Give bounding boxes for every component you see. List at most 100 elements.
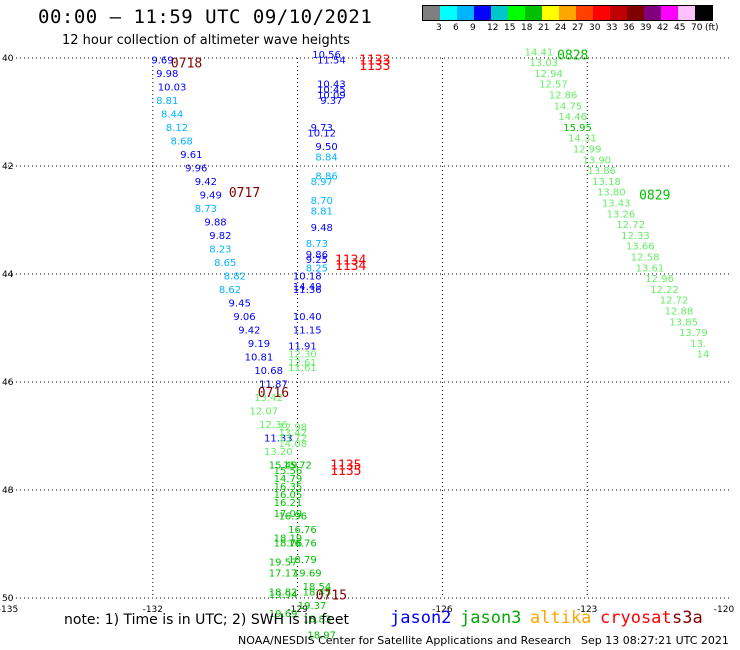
- pass-time-label: 1135: [330, 459, 361, 474]
- wave-height-label: 15.56: [274, 466, 303, 477]
- x-tick-label: -120: [714, 605, 735, 615]
- wave-height-label: 13.42: [278, 428, 307, 439]
- wave-height-label: 8.97: [311, 177, 333, 188]
- scale-swatch: [440, 6, 457, 20]
- wave-height-label: 11.61: [288, 363, 317, 374]
- wave-height-label: 13.20: [264, 447, 293, 458]
- wave-height-label: 12.86: [549, 91, 578, 102]
- wave-height-label: 15.95: [563, 123, 592, 134]
- pass-time-label: 1134: [335, 259, 366, 274]
- wave-height-label: 19.57: [269, 558, 298, 569]
- scale-label: 39: [640, 23, 652, 33]
- wave-height-label: 8.82: [224, 271, 246, 282]
- wave-height-label: 8.62: [219, 285, 241, 296]
- wave-height-label: 12.58: [631, 253, 660, 264]
- wave-height-label: 16.05: [274, 490, 303, 501]
- wave-height-label: 14.41: [525, 47, 554, 58]
- scale-swatch: [627, 6, 644, 20]
- scale-swatch: [610, 6, 627, 20]
- y-tick-label: 50: [2, 594, 14, 604]
- pass-time-label: 1133: [359, 59, 390, 74]
- wave-height-label: 12.33: [621, 231, 650, 242]
- wave-height-label: 18.97: [307, 631, 336, 642]
- wave-height-label: 12.07: [249, 406, 278, 417]
- wave-height-label: 12.30: [288, 350, 317, 361]
- wave-height-label: 15.49: [269, 460, 298, 471]
- wave-height-label: 12.94: [534, 69, 563, 80]
- pass-time-label: 0715: [316, 588, 347, 603]
- wave-height-label: 16.96: [278, 512, 307, 523]
- wave-height-label: 10.68: [254, 366, 283, 377]
- wave-height-label: 19.69: [269, 609, 298, 620]
- scale-swatch: [661, 6, 678, 20]
- wave-height-label: 14.79: [274, 474, 303, 485]
- pass-time-label: 0717: [229, 186, 260, 201]
- satellite-s3a: s3a: [672, 608, 703, 628]
- wave-height-label: 18.83: [303, 614, 332, 625]
- wave-height-label: 8.70: [311, 196, 333, 207]
- pass-time-label: 0828: [557, 48, 588, 63]
- scale-swatch: [559, 6, 576, 20]
- wave-height-label: 11.15: [293, 325, 322, 336]
- wave-height-label: 9.48: [311, 223, 333, 234]
- wave-height-label: 10.09: [317, 91, 346, 102]
- wave-height-label: 9.06: [233, 312, 255, 323]
- wave-height-label: 9.49: [200, 190, 222, 201]
- wave-height-label: 9.88: [204, 217, 226, 228]
- scale-label: 42: [657, 23, 669, 33]
- wave-height-label: 12.88: [665, 307, 694, 318]
- wave-height-label: 8.12: [166, 123, 188, 134]
- wave-height-label: 11.33: [264, 433, 293, 444]
- wave-height-label: 8.84: [315, 153, 337, 164]
- wave-height-label: 8.81: [156, 96, 178, 107]
- wave-height-label: 14.75: [554, 101, 583, 112]
- wave-height-label: 10.43: [317, 80, 346, 91]
- wave-height-label: 14.08: [278, 439, 307, 450]
- wave-height-label: 12.36: [259, 420, 288, 431]
- scale-swatch: [678, 6, 695, 20]
- wave-height-label: 9.98: [156, 69, 178, 80]
- wave-height-label: 10.18: [293, 271, 322, 282]
- wave-height-label: 18.54: [303, 582, 332, 593]
- wave-height-label: 13.66: [626, 242, 655, 253]
- wave-height-label: 13.90: [583, 155, 612, 166]
- wave-height-label: 10.12: [307, 128, 336, 139]
- scale-label: 27: [572, 23, 584, 33]
- y-tick-label: 42: [2, 162, 13, 172]
- wave-height-label: 8.65: [214, 258, 236, 269]
- scale-swatch: [457, 6, 474, 20]
- color-scale-legend: 3 6 9 12 15 18 21 24 27 30 33 36 39 42 45 70 (ft): [422, 5, 719, 35]
- scale-label: 36: [623, 23, 635, 33]
- scale-swatch: [423, 6, 440, 20]
- wave-height-label: 13.79: [679, 328, 708, 339]
- wave-height-label: 11.36: [293, 285, 322, 296]
- satellite-cryosat: cryosat: [600, 608, 672, 628]
- wave-height-label: 10.40: [293, 312, 322, 323]
- wave-height-label: 12.96: [645, 274, 674, 285]
- wave-height-label: 10.45: [317, 85, 346, 96]
- scale-label: 24: [555, 23, 567, 33]
- wave-height-label: 18.82: [269, 587, 298, 598]
- wave-height-label: 19.69: [293, 568, 322, 579]
- wave-height-label: 12.99: [573, 145, 602, 156]
- pass-time-label: 1133: [359, 54, 390, 69]
- credit-text: NOAA/NESDIS Center for Satellite Applica…: [238, 634, 572, 647]
- satellite-jason3: jason3: [460, 608, 522, 628]
- y-tick-label: 48: [2, 486, 14, 496]
- scale-swatch: [525, 6, 542, 20]
- wave-height-label: 8.23: [209, 244, 231, 255]
- wave-height-label: 12.61: [288, 358, 317, 369]
- wave-height-label: 13.61: [636, 263, 665, 274]
- scale-swatch: [644, 6, 661, 20]
- wave-height-label: 8.81: [311, 207, 333, 218]
- generated-timestamp: Sep 13 08:27:21 UTC 2021: [581, 634, 729, 647]
- wave-height-label: 13.86: [587, 166, 616, 177]
- scale-label: 30: [589, 23, 601, 33]
- scale-swatch: [593, 6, 610, 20]
- wave-height-label: 9.86: [306, 250, 328, 261]
- wave-height-label: 14: [697, 350, 710, 361]
- satellite-altika: altika: [530, 608, 592, 628]
- scale-label: 6: [453, 23, 459, 33]
- wave-height-label: 8.25: [306, 263, 328, 274]
- wave-height-label: 18.19: [274, 533, 303, 544]
